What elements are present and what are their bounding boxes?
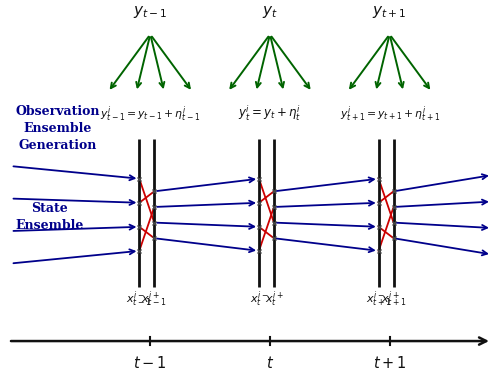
Text: $y_{t-1}$: $y_{t-1}$ <box>133 4 168 20</box>
Text: State
Ensemble: State Ensemble <box>16 202 84 232</box>
Text: $x_{t+1}^{i-}$: $x_{t+1}^{i-}$ <box>366 289 392 309</box>
Text: $x_t^{i+}$: $x_t^{i+}$ <box>264 289 283 309</box>
Text: $t+1$: $t+1$ <box>373 355 406 371</box>
Text: $y_{t+1}$: $y_{t+1}$ <box>372 4 407 20</box>
Text: $x_t^{i-}$: $x_t^{i-}$ <box>250 289 268 309</box>
Text: $x_{t-1}^{i+}$: $x_{t-1}^{i+}$ <box>142 289 167 309</box>
Text: $x_{t+1}^{i+}$: $x_{t+1}^{i+}$ <box>380 289 406 309</box>
Text: $y_t$: $y_t$ <box>262 4 278 20</box>
Text: $t$: $t$ <box>266 355 274 371</box>
Text: $y_t^i = y_t + \eta_t^i$: $y_t^i = y_t + \eta_t^i$ <box>238 104 302 123</box>
Text: $x_{t-1}^{i-}$: $x_{t-1}^{i-}$ <box>126 289 152 309</box>
Text: $y_{t+1}^i = y_{t+1} + \eta_{t+1}^i$: $y_{t+1}^i = y_{t+1} + \eta_{t+1}^i$ <box>340 104 440 123</box>
Text: $t-1$: $t-1$ <box>134 355 167 371</box>
Text: $y_{t-1}^{i} = y_{t-1} + \eta_{t-1}^{i}$: $y_{t-1}^{i} = y_{t-1} + \eta_{t-1}^{i}$ <box>100 104 200 123</box>
Text: Observation
Ensemble
Generation: Observation Ensemble Generation <box>16 105 100 152</box>
